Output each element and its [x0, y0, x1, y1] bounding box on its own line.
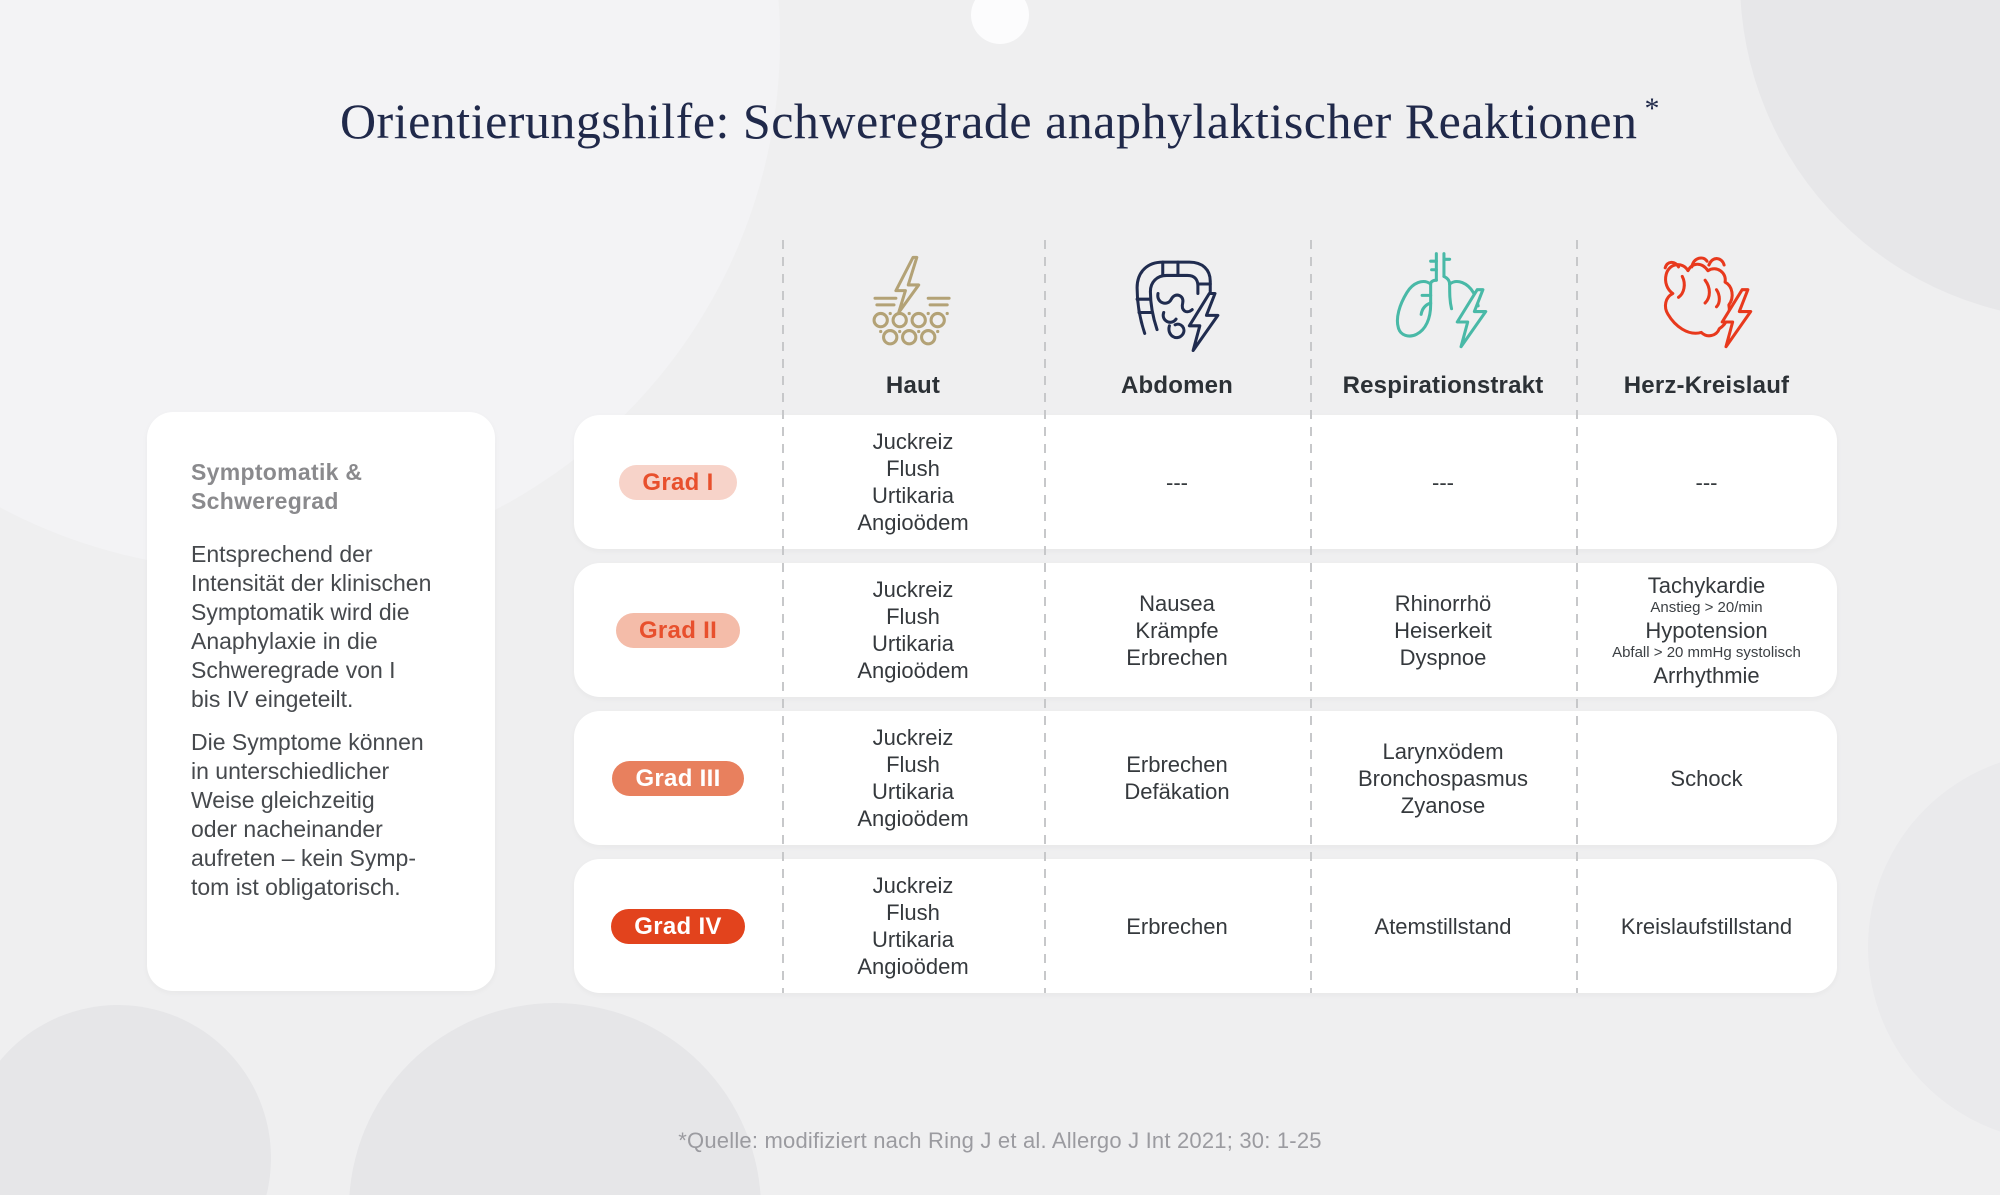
column-divider — [1310, 240, 1312, 993]
grade-badge: Grad II — [615, 612, 741, 648]
symptom-line: Atemstillstand — [1374, 913, 1512, 939]
table-row: Grad I Juckreiz Flush Urtikaria Angioödem ---… — [574, 415, 1837, 549]
column-header-haut: Haut — [782, 246, 1044, 400]
table-row: Grad II Juckreiz Flush Urtikaria Angioödem Na… — [574, 563, 1837, 697]
symptom-cell-abdomen: Erbrechen — [1044, 859, 1310, 993]
symptom-line: Erbrechen — [1126, 913, 1228, 939]
symptom-line: --- — [1432, 469, 1454, 495]
column-label: Respirationstrakt — [1342, 372, 1544, 399]
grade-badge: Grad IV — [611, 908, 745, 944]
symptom-cell-respirationstrakt: Rhinorrhö Heiserkeit Dyspnoe — [1310, 563, 1576, 697]
symptom-line: Flush — [886, 456, 940, 481]
column-header-respirationstrakt: Respirationstrakt — [1310, 246, 1576, 400]
decorative-circle — [0, 1005, 271, 1195]
symptom-line: Bronchospasmus — [1358, 765, 1528, 791]
symptom-line: Angioödem — [857, 954, 969, 979]
symptom-cell-herz-kreislauf: --- — [1576, 415, 1837, 549]
title-asterisk: * — [1644, 92, 1661, 125]
rows: Grad I Juckreiz Flush Urtikaria Angioödem ---… — [574, 415, 1837, 993]
decorative-circle — [971, 0, 1029, 44]
symptom-cell-herz-kreislauf: Schock — [1576, 711, 1837, 845]
symptom-line: Rhinorrhö — [1394, 590, 1492, 616]
column-header-herz-kreislauf: Herz-Kreislauf — [1576, 246, 1837, 400]
lungs-bolt-icon — [1385, 246, 1501, 360]
symptom-cell-haut: Juckreiz Flush Urtikaria Angioödem — [782, 859, 1044, 993]
symptom-line: Arrhythmie — [1653, 662, 1760, 688]
symptom-cell-respirationstrakt: Larynxödem Bronchospasmus Zyanose — [1310, 711, 1576, 845]
symptom-subline: Anstieg > 20/min — [1650, 598, 1763, 616]
symptom-cell-haut: Juckreiz Flush Urtikaria Angioödem — [782, 415, 1044, 549]
symptom-line: Urtikaria — [872, 483, 954, 508]
column-divider — [1576, 240, 1578, 993]
skin-bolt-icon — [855, 246, 971, 360]
column-label: Abdomen — [1120, 372, 1234, 399]
symptom-cell-abdomen: --- — [1044, 415, 1310, 549]
column-header-abdomen: Abdomen — [1044, 246, 1310, 400]
symptom-line: Flush — [886, 604, 940, 629]
column-header-row: Haut Abdomen — [782, 246, 1837, 400]
table-row: Grad IV Juckreiz Flush Urtikaria Angioödem Er… — [574, 859, 1837, 993]
symptom-line: Juckreiz — [872, 873, 954, 898]
symptom-line: Dyspnoe — [1399, 644, 1487, 670]
symptom-line: Angioödem — [857, 510, 969, 535]
grade-cell: Grad I — [574, 415, 782, 549]
column-label: Haut — [885, 372, 941, 399]
symptom-line: Flush — [886, 900, 940, 925]
symptom-cell-abdomen: Erbrechen Defäkation — [1044, 711, 1310, 845]
column-divider — [782, 240, 784, 993]
sidebar-heading: Symptomatik & Schweregrad — [191, 459, 363, 514]
symptom-line: Hypotension — [1645, 617, 1768, 643]
symptom-line: --- — [1695, 469, 1718, 495]
symptom-line: Erbrechen — [1126, 644, 1228, 670]
symptom-cell-haut: Juckreiz Flush Urtikaria Angioödem — [782, 563, 1044, 697]
page-title: Orientierungshilfe: Schweregrade anaphyl… — [0, 92, 2000, 150]
page-title-text: Orientierungshilfe: Schweregrade anaphyl… — [339, 93, 1638, 149]
symptom-line: --- — [1166, 469, 1188, 495]
symptom-cell-herz-kreislauf: Tachykardie Anstieg > 20/min Hypotension Ab… — [1576, 563, 1837, 697]
column-label: Herz-Kreislauf — [1623, 372, 1790, 399]
symptom-line: Juckreiz — [872, 725, 954, 750]
symptom-line: Larynxödem — [1382, 738, 1504, 764]
symptom-line: Urtikaria — [872, 631, 954, 656]
grade-cell: Grad IV — [574, 859, 782, 993]
decorative-circle — [1868, 752, 2000, 1142]
symptom-cell-haut: Juckreiz Flush Urtikaria Angioödem — [782, 711, 1044, 845]
symptom-line: Krämpfe — [1135, 617, 1219, 643]
heart-bolt-icon — [1649, 246, 1765, 360]
symptom-line: Schock — [1670, 765, 1743, 791]
symptom-cell-abdomen: Nausea Krämpfe Erbrechen — [1044, 563, 1310, 697]
symptom-line: Nausea — [1139, 590, 1215, 616]
symptom-line: Angioödem — [857, 658, 969, 683]
symptom-line: Erbrechen — [1126, 752, 1228, 777]
symptom-line: Juckreiz — [872, 429, 954, 454]
sidebar-card: Symptomatik & Schweregrad Entsprechend d… — [147, 412, 495, 991]
symptom-line: Flush — [886, 752, 940, 777]
symptom-line: Urtikaria — [872, 927, 954, 952]
grade-badge: Grad III — [612, 760, 744, 796]
symptom-line: Zyanose — [1400, 792, 1486, 818]
table-row: Grad III Juckreiz Flush Urtikaria Angioödem E… — [574, 711, 1837, 845]
grade-cell: Grad III — [574, 711, 782, 845]
symptom-line: Defäkation — [1124, 779, 1230, 804]
grade-badge: Grad I — [619, 464, 737, 500]
symptom-line: Angioödem — [857, 806, 969, 831]
symptom-line: Tachykardie — [1647, 572, 1766, 598]
grade-cell: Grad II — [574, 563, 782, 697]
decorative-circle — [349, 1003, 761, 1195]
intestine-bolt-icon — [1119, 246, 1235, 360]
sidebar-paragraph: Die Symptome können in unterschiedlicher… — [191, 729, 424, 900]
symptom-line: Juckreiz — [872, 577, 954, 602]
symptom-line: Urtikaria — [872, 779, 954, 804]
footer-source: *Quelle: modifiziert nach Ring J et al. … — [678, 1128, 1322, 1153]
symptom-cell-respirationstrakt: Atemstillstand — [1310, 859, 1576, 993]
symptom-cell-herz-kreislauf: Kreislaufstillstand — [1576, 859, 1837, 993]
sidebar-paragraph: Entsprechend der Intensität der klinisch… — [191, 541, 432, 712]
symptom-line: Heiserkeit — [1394, 617, 1492, 643]
symptom-cell-respirationstrakt: --- — [1310, 415, 1576, 549]
column-divider — [1044, 240, 1046, 993]
symptom-subline: Abfall > 20 mmHg systolisch — [1612, 643, 1801, 661]
symptom-line: Kreislaufstillstand — [1620, 913, 1793, 939]
